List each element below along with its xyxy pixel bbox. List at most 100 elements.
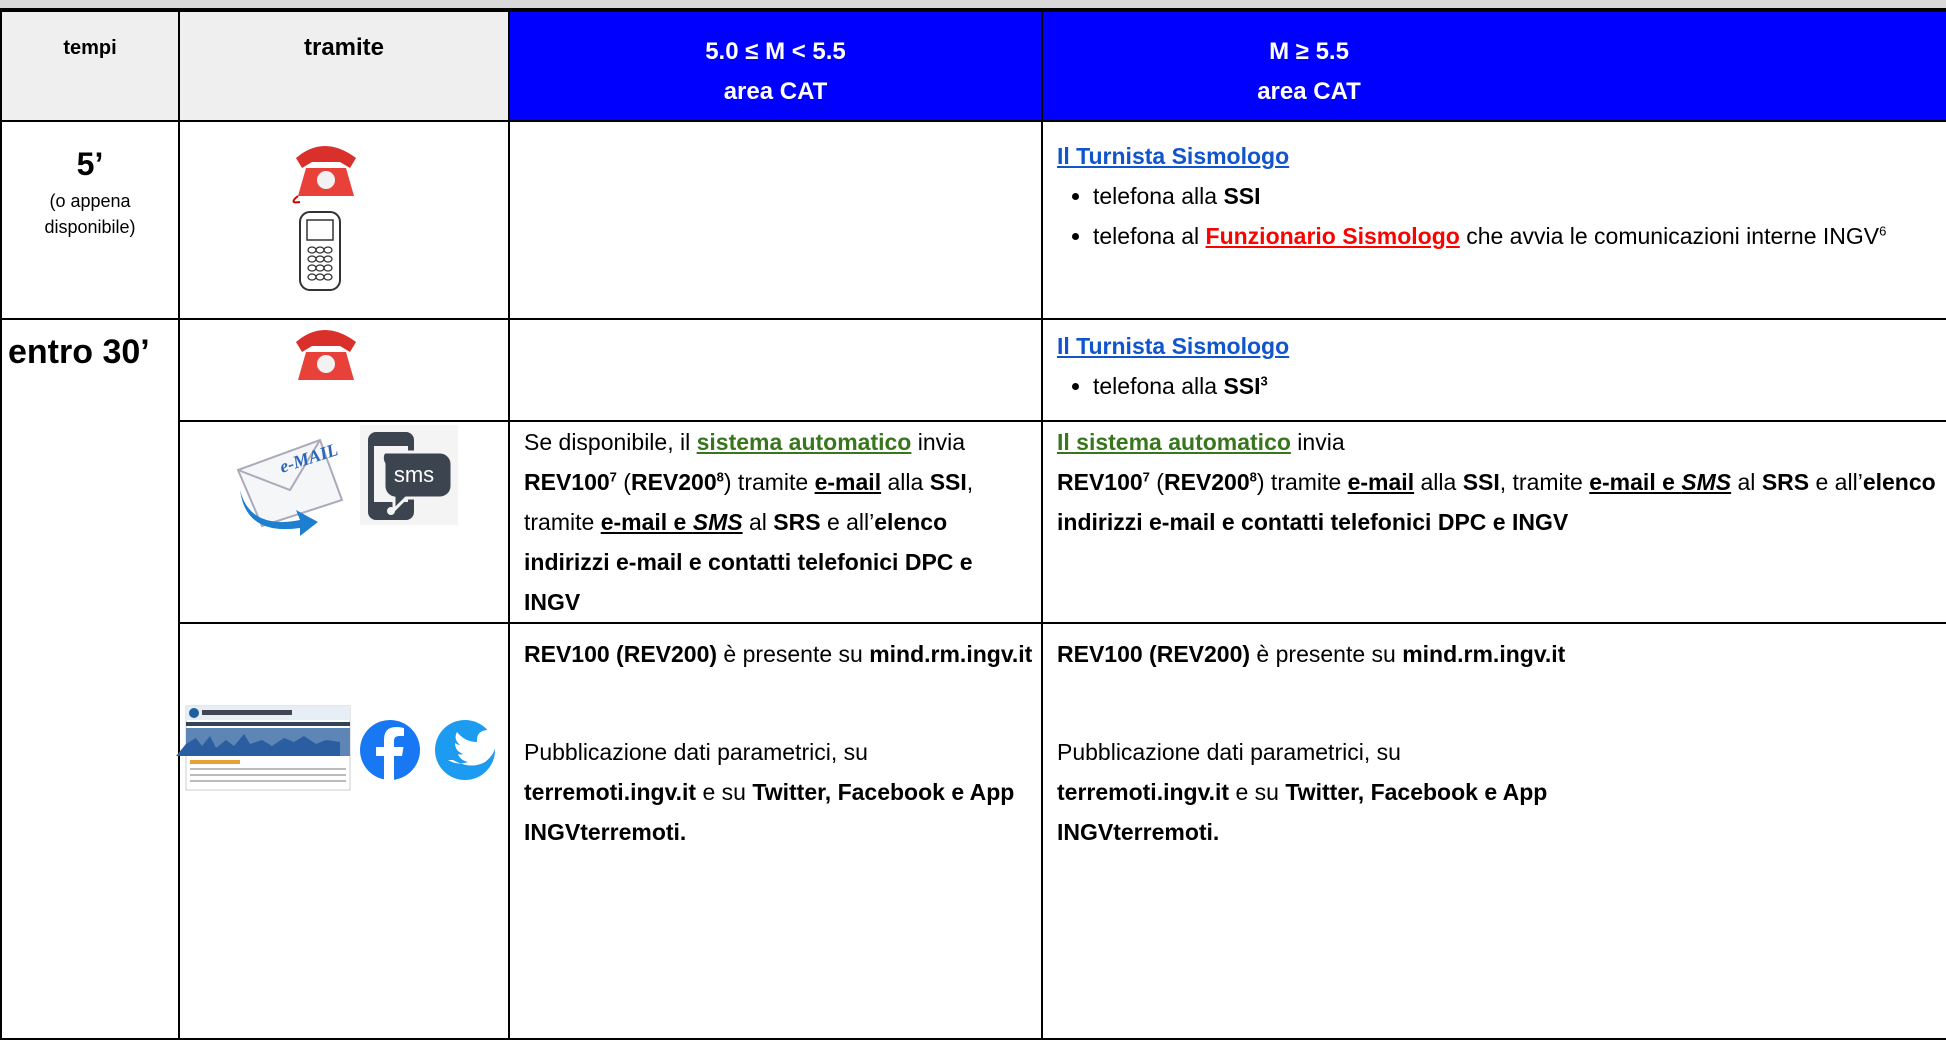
cell: Il Turnista Sismologo telefona alla SSI3 <box>1041 318 1946 422</box>
text-run: e-mail <box>1347 469 1415 495</box>
text-run: e-mail e <box>1589 469 1682 495</box>
icon-cell <box>178 420 510 624</box>
text-run: ) tramite <box>723 469 815 495</box>
icon-cell <box>178 622 510 1040</box>
text-run: Twitter, Facebook e App INGVterremoti. <box>524 779 1015 845</box>
cell: Il sistema automatico invia REV1007 (REV2… <box>1041 420 1946 624</box>
time-cell: entro 30’ <box>0 318 180 1040</box>
text-run: SSI <box>1223 183 1261 209</box>
text-run: 7 <box>609 469 617 485</box>
text-run: SMS <box>1681 469 1732 495</box>
text-run: Se disponibile, il <box>524 429 697 455</box>
header-text: area CAT <box>1257 78 1361 105</box>
icon-cell <box>178 120 510 320</box>
text-run: telefona alla <box>1093 183 1224 209</box>
paragraph: Pubblicazione dati parametrici, su terrem… <box>1057 732 1557 852</box>
header-row: tempi tramite 5.0 ≤ M < 5.5 area CAT M ≥ … <box>0 10 1946 122</box>
text-run: SSI <box>929 469 967 495</box>
link[interactable]: Il Turnista Sismologo <box>1057 333 1290 359</box>
text-run: 7 <box>1142 469 1150 485</box>
text-run: , tramite <box>1499 469 1590 495</box>
text-run[interactable]: sistema automatico <box>696 429 912 455</box>
text-run: al <box>742 509 774 535</box>
text-run: SRS <box>773 509 821 535</box>
header-cell: M ≥ 5.5 area CAT <box>1041 10 1946 122</box>
text-run: ( <box>616 469 631 495</box>
text-run: mind.rm.ingv.it <box>1402 641 1566 667</box>
text-run: alla <box>1414 469 1463 495</box>
text-run: Pubblicazione dati parametrici, su <box>1057 739 1401 765</box>
text-run: che avvia le comunicazioni interne INGV <box>1459 223 1880 249</box>
text-run: Twitter, Facebook e App INGVterremoti. <box>1057 779 1548 845</box>
paragraph: Pubblicazione dati parametrici, su terrem… <box>524 732 1035 852</box>
header-cell: 5.0 ≤ M < 5.5 area CAT <box>508 10 1043 122</box>
page: tempi tramite 5.0 ≤ M < 5.5 area CAT M ≥ … <box>0 0 1946 996</box>
text-run: al <box>1731 469 1762 495</box>
text-run: è presente su <box>1250 641 1403 667</box>
text-run: alla <box>881 469 930 495</box>
top-band <box>0 0 1946 10</box>
time-note: (o appena disponibile) <box>44 191 136 237</box>
header-text: 5.0 ≤ M < 5.5 <box>705 38 846 65</box>
text-run: terremoti.ingv.it <box>1057 779 1230 805</box>
row: Se disponibile, il sistema automatico in… <box>1 420 1946 624</box>
text-run: terremoti.ingv.it <box>524 779 697 805</box>
header-text: tempi <box>63 37 117 59</box>
text-run: REV200 <box>630 469 717 495</box>
text-run: e all’ <box>1809 469 1863 495</box>
header-text: area CAT <box>723 78 828 105</box>
header-cell: tramite <box>178 10 510 122</box>
cell: Il Turnista Sismologo telefona alla SSI … <box>1041 120 1946 320</box>
text-run: telefona alla <box>1093 373 1224 399</box>
cell: REV100 (REV200) è presente su mind.rm.in… <box>1041 622 1946 1040</box>
text-run: SSI <box>1223 373 1261 399</box>
list-item: telefona alla SSI <box>1093 176 1946 216</box>
cell <box>508 120 1043 320</box>
text-run: REV100 <box>1057 469 1143 495</box>
text-run: , tramite <box>524 469 974 535</box>
paragraph: REV100 (REV200) è presente su mind.rm.in… <box>524 634 1035 674</box>
text-run: ( <box>1149 469 1164 495</box>
text-run[interactable]: Funzionario Sismologo <box>1205 223 1460 249</box>
header-text: tramite <box>303 34 385 61</box>
text-run: 3 <box>1260 373 1268 389</box>
header-cell: tempi <box>0 10 180 122</box>
text-run: ) tramite <box>1256 469 1348 495</box>
table: tempi tramite 5.0 ≤ M < 5.5 area CAT M ≥ … <box>0 10 1946 1040</box>
text-run: REV100 (REV200) <box>524 641 718 667</box>
row: entro 30’ Il Turnista Sismologo telefona… <box>0 318 1946 1040</box>
text-run: e all’ <box>820 509 875 535</box>
text-run: telefona al <box>1093 223 1206 249</box>
cell <box>508 318 1043 422</box>
list-item: telefona al Funzionario Sismologo che av… <box>1093 216 1946 256</box>
text-run[interactable]: Il sistema automatico <box>1057 429 1291 455</box>
text-run: SSI <box>1462 469 1500 495</box>
paragraph: REV100 (REV200) è presente su mind.rm.in… <box>1057 634 1946 674</box>
row: 5’ (o appena disponibile) Il Turnista Si… <box>0 120 1946 320</box>
header-text: M ≥ 5.5 <box>1269 38 1349 65</box>
list-item: telefona alla SSI3 <box>1093 366 1946 406</box>
text-run: è presente su <box>717 641 870 667</box>
text-run: 8 <box>716 469 724 485</box>
text-run: SMS <box>692 509 743 535</box>
icon-cell <box>178 318 510 422</box>
text-run: mind.rm.ingv.it <box>869 641 1033 667</box>
time-cell: 5’ (o appena disponibile) <box>0 120 180 320</box>
time: 5’ <box>76 146 104 182</box>
list: telefona alla SSI telefona al Funzionari… <box>1057 176 1946 256</box>
text-run: e-mail <box>814 469 882 495</box>
text-run: REV100 <box>524 469 610 495</box>
cell: REV100 (REV200) è presente su mind.rm.in… <box>508 622 1043 1040</box>
cell: Se disponibile, il sistema automatico in… <box>508 420 1043 624</box>
text-run: SRS <box>1761 469 1810 495</box>
text-run: Pubblicazione dati parametrici, su <box>524 739 868 765</box>
text-run: e su <box>696 779 753 805</box>
text-run: REV200 <box>1163 469 1250 495</box>
link[interactable]: Il Turnista Sismologo <box>1057 143 1290 169</box>
text-run: e-mail e <box>600 509 693 535</box>
text-run: REV100 (REV200) <box>1057 641 1251 667</box>
text-run: elenco indirizzi e-mail e contatti telef… <box>524 509 973 615</box>
text-run: elenco indirizzi e-mail e contatti telef… <box>1057 469 1936 535</box>
text-run: 6 <box>1879 223 1887 239</box>
text-run: 8 <box>1249 469 1257 485</box>
